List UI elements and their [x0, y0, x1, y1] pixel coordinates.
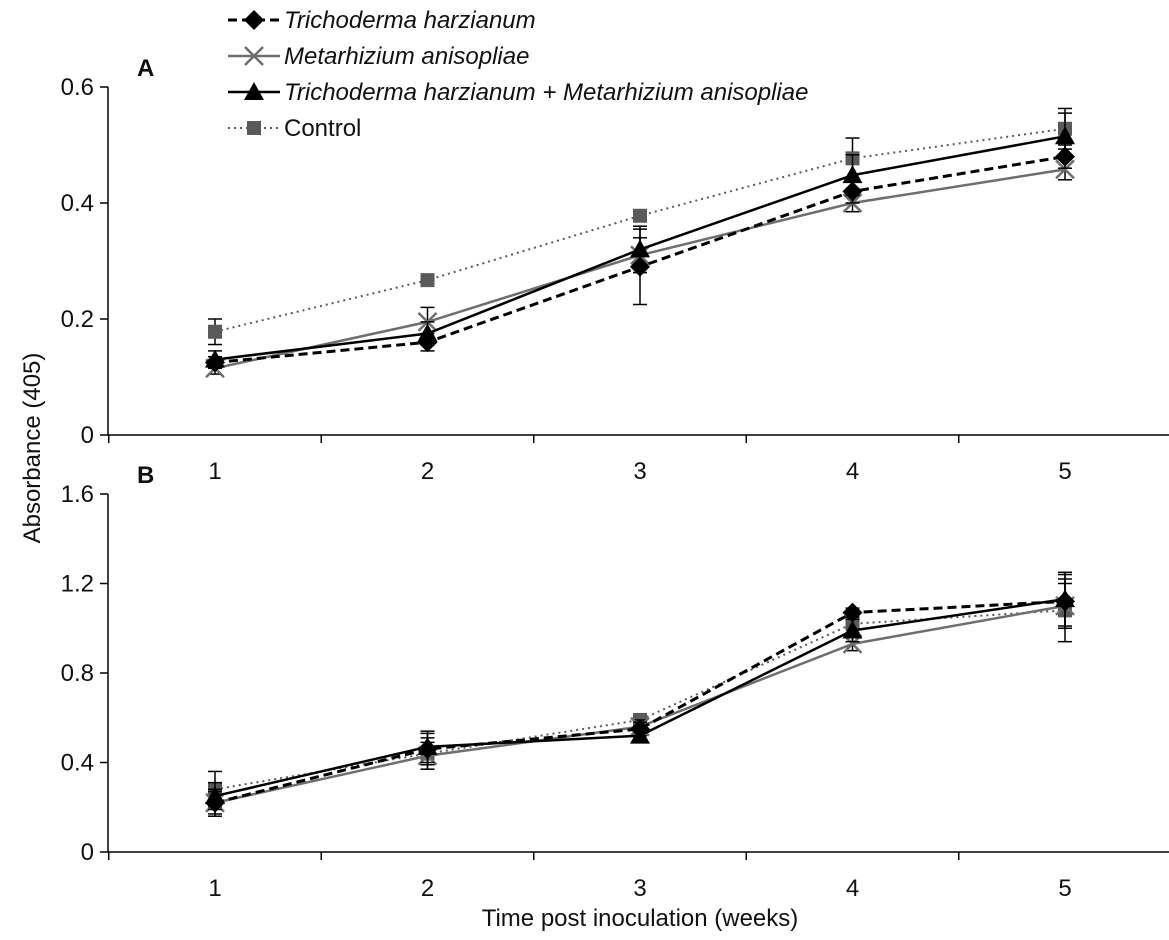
legend-marker: [244, 10, 264, 30]
data-point: [417, 323, 438, 342]
legend-marker: [244, 82, 264, 100]
series-trichoderma-harzianum: [205, 573, 1075, 817]
x-tick-label: 4: [846, 458, 859, 485]
data-point: [842, 165, 863, 184]
series-line: [214, 599, 1066, 805]
x-axis-title: Time post inoculation (weeks): [482, 905, 799, 932]
x-tick-label: 2: [421, 458, 434, 485]
series-line: [214, 127, 1066, 333]
y-tick-label: 0: [81, 422, 94, 449]
data-point: [842, 620, 863, 639]
series-trichoderma-harzianum-metarhizium-anisopliae: [205, 112, 1075, 370]
legend-marker: [247, 121, 261, 135]
x-tick-label: 3: [633, 458, 646, 485]
y-tick-label: 0.2: [61, 306, 94, 333]
y-tick-label: 0: [81, 839, 94, 866]
y-tick-label: 1.6: [61, 481, 94, 508]
legend-label: Trichoderma harzianum: [284, 7, 536, 34]
series-trichoderma-harzianum-metarhizium-anisopliae: [205, 571, 1075, 811]
data-point: [420, 273, 435, 288]
data-point: [1055, 159, 1075, 180]
legend-entry-trichoderma-harzianum: Trichoderma harzianum: [228, 7, 536, 34]
data-point: [633, 208, 647, 223]
x-tick-label: 1: [208, 458, 221, 485]
x-tick-label: 5: [1058, 875, 1071, 902]
legend-entry-metarhizium-anisopliae: Metarhizium anisopliae: [228, 43, 529, 70]
data-point: [205, 349, 225, 368]
data-point: [1055, 126, 1075, 145]
chart-legend: Trichoderma harzianum Metarhizium anisopl…: [228, 7, 808, 142]
y-axis-title: Absorbance (405): [19, 353, 46, 544]
panel-b: 0 0.4 0.8 1.2 1.6 1 2 3 4 5 B: [61, 462, 1169, 902]
panel-a: 0 0.2 0.4 0.6 1 2 3 4 5 A: [61, 55, 1169, 485]
x-tick-label: 4: [846, 875, 859, 902]
data-point: [842, 602, 863, 623]
y-tick-label: 1.2: [61, 571, 94, 598]
legend-entry-trichoderma-harzianum-metarhizium-anisopliae: Trichoderma harzianum + Metarhizium anis…: [228, 79, 808, 106]
x-tick-label: 2: [421, 875, 434, 902]
chart-panels: 0 0.2 0.4 0.6 1 2 3 4 5 A 0 0.4 0.8 1.2 1.6 1 2 3 4 5 B: [61, 55, 1169, 902]
legend-label: Trichoderma harzianum + Metarhizium anis…: [284, 79, 808, 106]
y-tick-label: 0.4: [61, 750, 94, 777]
legend-marker: [244, 46, 264, 66]
panel-label: B: [137, 462, 154, 489]
y-tick-label: 0.4: [61, 190, 94, 217]
legend-entry-control: Control: [228, 115, 361, 142]
panel-label: A: [137, 55, 154, 82]
series-line: [214, 604, 1066, 804]
series-line: [214, 609, 1066, 791]
data-point: [630, 239, 650, 258]
x-tick-label: 5: [1058, 458, 1071, 485]
data-point: [1055, 589, 1075, 608]
data-point: [417, 736, 438, 755]
data-point: [205, 786, 225, 805]
x-tick-label: 3: [633, 875, 646, 902]
data-point: [630, 725, 650, 744]
legend-label: Control: [284, 115, 361, 142]
y-tick-label: 0.6: [61, 74, 94, 101]
y-tick-label: 0.8: [61, 660, 94, 687]
x-tick-label: 1: [208, 875, 221, 902]
legend-label: Metarhizium anisopliae: [284, 43, 529, 70]
data-point: [208, 324, 222, 339]
